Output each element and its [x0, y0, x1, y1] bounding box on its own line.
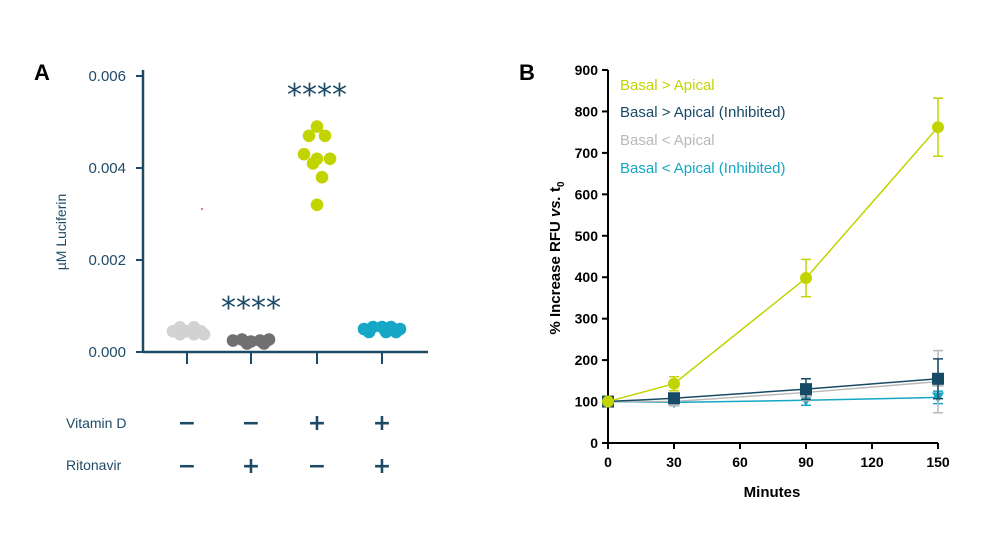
y-label-subscript: 0 — [556, 181, 567, 187]
y-label-tail: t — [547, 187, 564, 196]
group-2-significance: **** — [221, 291, 281, 326]
y-tick-label: 200 — [575, 352, 599, 368]
condition-mark: − — [178, 454, 196, 479]
group-3-significance: **** — [287, 78, 347, 113]
data-point — [240, 337, 254, 350]
panel-b-label: B — [519, 60, 535, 85]
y-tick-label: 600 — [575, 186, 599, 202]
x-tick-label: 30 — [666, 454, 682, 470]
condition-marks: − − + + − + − + — [178, 411, 391, 479]
condition-mark: − — [308, 454, 326, 479]
data-point — [257, 337, 271, 350]
data-point — [800, 383, 812, 396]
y-tick-label: 0.006 — [88, 68, 126, 85]
y-tick-label: 100 — [575, 394, 599, 410]
data-point — [315, 170, 329, 184]
y-tick-label: 300 — [575, 311, 599, 327]
y-label-italic: vs. — [547, 196, 564, 217]
data-point — [602, 395, 614, 408]
condition-label-ritonavir: Ritonavir — [66, 457, 122, 473]
data-point — [306, 157, 320, 170]
panel-a-condition-table: Vitamin D Ritonavir − − + + − + − + — [66, 411, 391, 479]
panel-a-label: A — [34, 60, 50, 85]
condition-mark: − — [242, 411, 260, 436]
x-tick-label: 90 — [798, 454, 814, 470]
y-tick-label: 500 — [575, 228, 599, 244]
data-point — [389, 325, 403, 339]
panel-a-stray-dot — [200, 207, 204, 211]
data-point — [379, 325, 393, 339]
data-point — [668, 377, 680, 390]
series-line — [607, 126, 939, 403]
panel-a: A µM Luciferin 0.000 0.002 0.004 0.006 ****… — [34, 60, 428, 479]
condition-mark: − — [178, 411, 196, 436]
legend-entry-basal-apical-inhibited: Basal > Apical (Inhibited) — [620, 104, 786, 121]
panel-a-y-axis-label: µM Luciferin — [53, 194, 69, 271]
data-point — [800, 272, 812, 285]
y-tick-label: 900 — [575, 62, 599, 78]
panel-b-legend: Basal > Apical Basal > Apical (Inhibited… — [620, 77, 786, 177]
series-line — [608, 380, 939, 403]
y-label-main: % Increase RFU — [547, 217, 564, 335]
data-point — [932, 121, 944, 134]
x-tick-label: 0 — [604, 454, 612, 470]
panel-b: B % Increase RFU vs. t0 Minutes 01002003… — [519, 60, 950, 501]
panel-a-y-ticks: 0.000 0.002 0.004 0.006 — [88, 68, 143, 361]
y-tick-label: 700 — [575, 145, 599, 161]
data-point — [310, 120, 324, 133]
condition-mark: + — [373, 454, 391, 479]
legend-entry-basal-apical: Basal > Apical — [620, 77, 715, 94]
y-tick-label: 0.004 — [88, 160, 126, 177]
y-tick-label: 0.002 — [88, 252, 126, 269]
panel-b-y-ticks: 0 100 200 300 400 500 600 700 800 900 — [575, 62, 608, 451]
data-point — [187, 328, 201, 341]
panel-b-y-axis-label: % Increase RFU vs. t0 — [547, 181, 567, 335]
y-tick-label: 800 — [575, 103, 599, 119]
panel-b-series — [602, 97, 944, 414]
legend-entry-apical-basal-inhibited: Basal < Apical (Inhibited) — [620, 160, 786, 177]
data-point — [302, 129, 316, 143]
y-tick-label: 0 — [590, 435, 598, 451]
data-point — [323, 152, 337, 166]
data-point — [173, 328, 187, 341]
condition-mark: + — [373, 411, 391, 436]
panel-b-x-ticks: 0 30 60 90 120 150 — [604, 443, 950, 470]
panel-a-x-ticks — [186, 352, 383, 364]
data-point — [197, 328, 211, 341]
series-line — [607, 378, 939, 403]
panel-a-annotations: **** **** — [221, 78, 347, 326]
condition-label-vitamin-d: Vitamin D — [66, 415, 126, 431]
data-point — [932, 372, 944, 385]
y-tick-label: 400 — [575, 269, 599, 285]
x-tick-label: 120 — [860, 454, 884, 470]
data-point — [318, 129, 332, 143]
x-tick-label: 60 — [732, 454, 748, 470]
data-point — [297, 147, 311, 161]
data-point — [362, 325, 376, 339]
panel-b-x-axis-label: Minutes — [744, 484, 801, 501]
condition-mark: + — [242, 454, 260, 479]
panel-a-points — [166, 120, 407, 350]
series-group — [602, 97, 944, 408]
legend-entry-apical-basal: Basal < Apical — [620, 132, 715, 149]
data-point — [310, 198, 324, 212]
condition-mark: + — [308, 411, 326, 436]
data-point — [668, 392, 680, 405]
x-tick-label: 150 — [926, 454, 950, 470]
y-tick-label: 0.000 — [88, 344, 126, 361]
